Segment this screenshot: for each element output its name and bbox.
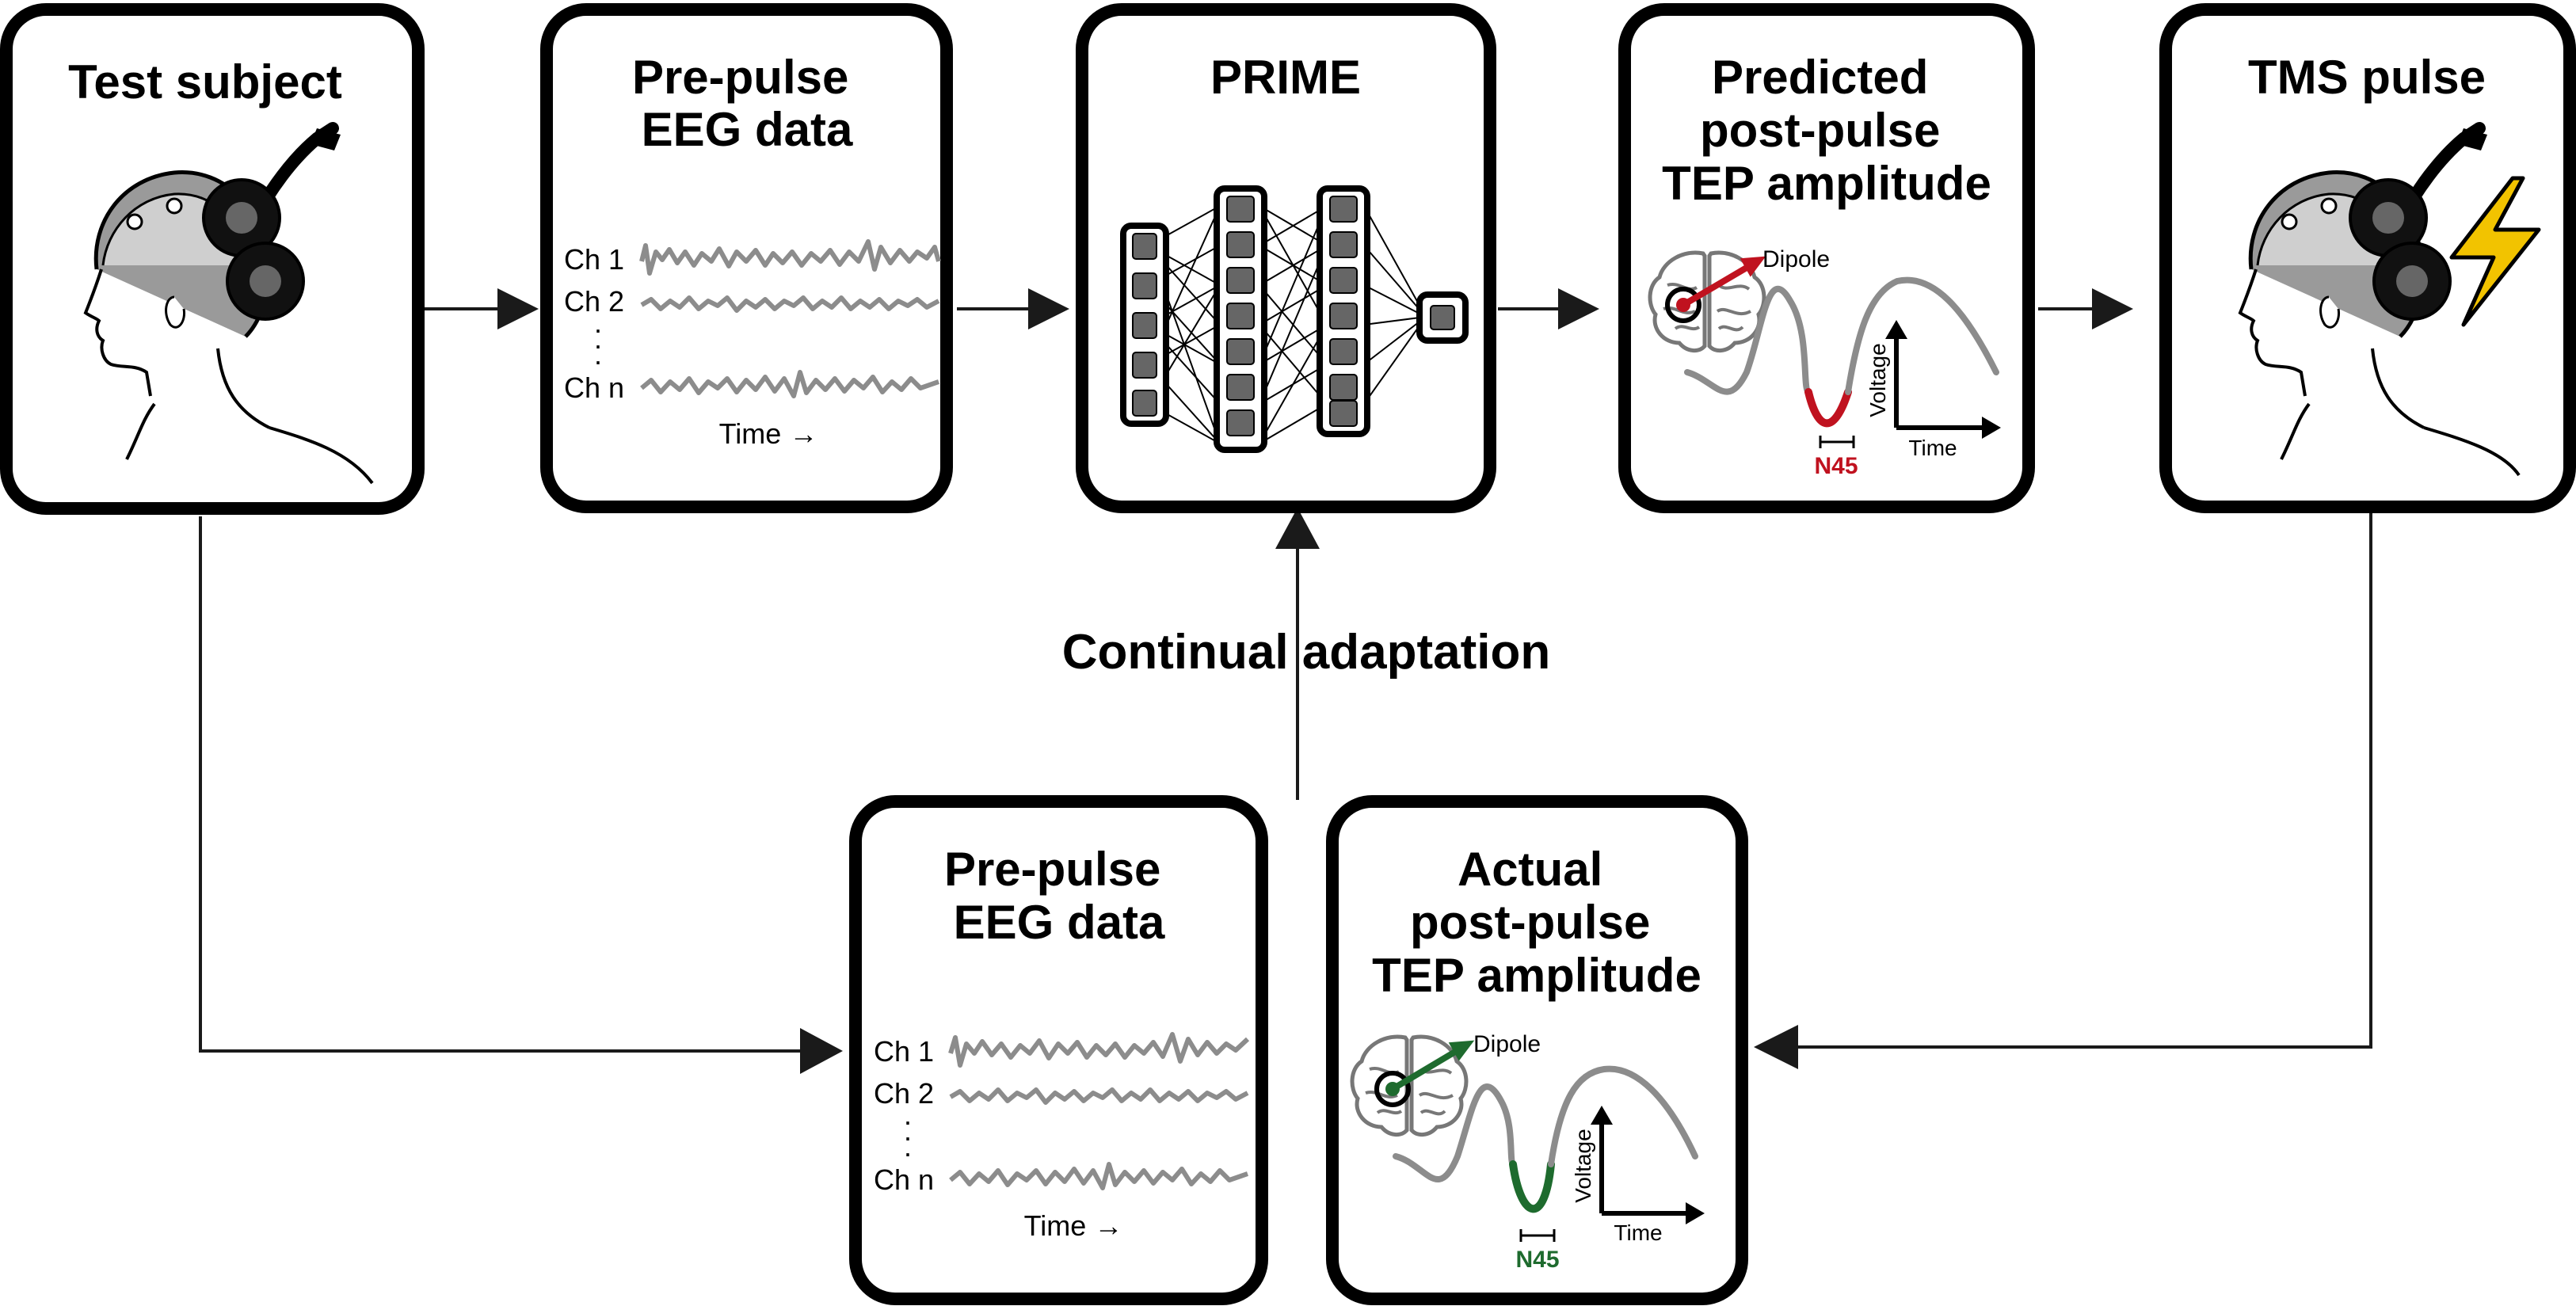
chn-label: Ch n bbox=[564, 371, 624, 404]
box-title-predicted: Predicted post-pulse TEP amplitude bbox=[1662, 51, 1991, 210]
voltage-axis-label: Voltage bbox=[1571, 1129, 1595, 1202]
arrow-prime-to-predicted bbox=[1558, 288, 1599, 329]
time-axis-label: Time bbox=[1614, 1220, 1662, 1245]
eeg-trace-ch1 bbox=[639, 239, 941, 276]
eeg-bottom-content: Ch 1 Ch 2 Ch n · · · Time → bbox=[874, 1032, 1250, 1242]
eeg-trace-chn bbox=[949, 1162, 1248, 1190]
svg-text:·: · bbox=[593, 329, 603, 361]
svg-text:·: · bbox=[903, 1105, 913, 1137]
box-title-tms: TMS pulse bbox=[2248, 51, 2486, 104]
box-title-eeg-top: Pre-pulse EEG data bbox=[632, 51, 862, 156]
box-actual: Actual post-pulse TEP amplitude bbox=[1326, 795, 1748, 1305]
arrow-predicted-to-tms bbox=[2092, 288, 2133, 329]
time-arrow-label: Time → bbox=[1024, 1209, 1123, 1242]
time-arrow-label: Time → bbox=[719, 417, 818, 450]
box-title-actual: Actual post-pulse TEP amplitude bbox=[1372, 843, 1701, 1002]
voltage-axis-label: Voltage bbox=[1865, 343, 1890, 417]
lightning-bolt-icon bbox=[2449, 176, 2541, 327]
continual-adaptation-label: Continual adaptation bbox=[1062, 625, 1551, 680]
tms-head-illustration bbox=[2238, 122, 2521, 477]
eeg-trace-chn bbox=[640, 370, 939, 398]
n45-label: N45 bbox=[1515, 1247, 1559, 1273]
ch2-label: Ch 2 bbox=[564, 285, 624, 318]
dipole-label: Dipole bbox=[1762, 246, 1830, 272]
arrow-tms-to-actual bbox=[1754, 1025, 1798, 1069]
svg-text:·: · bbox=[903, 1121, 913, 1153]
eeg-trace-ch2 bbox=[640, 295, 940, 313]
arrow-to-prime bbox=[1275, 508, 1320, 549]
eeg-top-content: Ch 1 Ch 2 Ch n · · · Time → bbox=[564, 239, 941, 450]
ch2-label: Ch 2 bbox=[874, 1077, 934, 1110]
connectors bbox=[199, 307, 2372, 1053]
svg-text:·: · bbox=[593, 313, 603, 345]
arrow-subject-to-eeg-bottom bbox=[800, 1028, 843, 1074]
box-prime: PRIME bbox=[1076, 3, 1496, 513]
head-with-coil-illustration bbox=[83, 122, 374, 485]
dipole-label: Dipole bbox=[1473, 1031, 1541, 1057]
time-axis-label: Time bbox=[1908, 436, 1957, 460]
arrowheads bbox=[497, 288, 2133, 1074]
ch1-label: Ch 1 bbox=[564, 243, 624, 276]
predicted-tep-panel: Dipole Voltage Time N45 bbox=[1648, 246, 2001, 479]
eeg-trace-ch2 bbox=[949, 1087, 1249, 1105]
svg-text:·: · bbox=[903, 1137, 913, 1169]
box-predicted: Predicted post-pulse TEP amplitude bbox=[1618, 3, 2035, 513]
svg-text:·: · bbox=[593, 345, 603, 377]
n45-label: N45 bbox=[1814, 453, 1858, 479]
box-title-test-subject: Test subject bbox=[68, 55, 342, 109]
neural-network-icon bbox=[1120, 185, 1469, 453]
actual-tep-panel: Dipole Voltage Time N45 bbox=[1350, 1031, 1705, 1273]
arrow-eeg-to-prime bbox=[1028, 288, 1069, 329]
brain-icon bbox=[1350, 1034, 1469, 1137]
eeg-trace-ch1 bbox=[948, 1032, 1250, 1068]
ch1-label: Ch 1 bbox=[874, 1035, 934, 1068]
chn-label: Ch n bbox=[874, 1163, 934, 1196]
box-title-eeg-bottom: Pre-pulse EEG data bbox=[944, 843, 1174, 949]
arrow-subject-to-eeg bbox=[497, 288, 539, 329]
box-title-prime: PRIME bbox=[1210, 51, 1361, 104]
